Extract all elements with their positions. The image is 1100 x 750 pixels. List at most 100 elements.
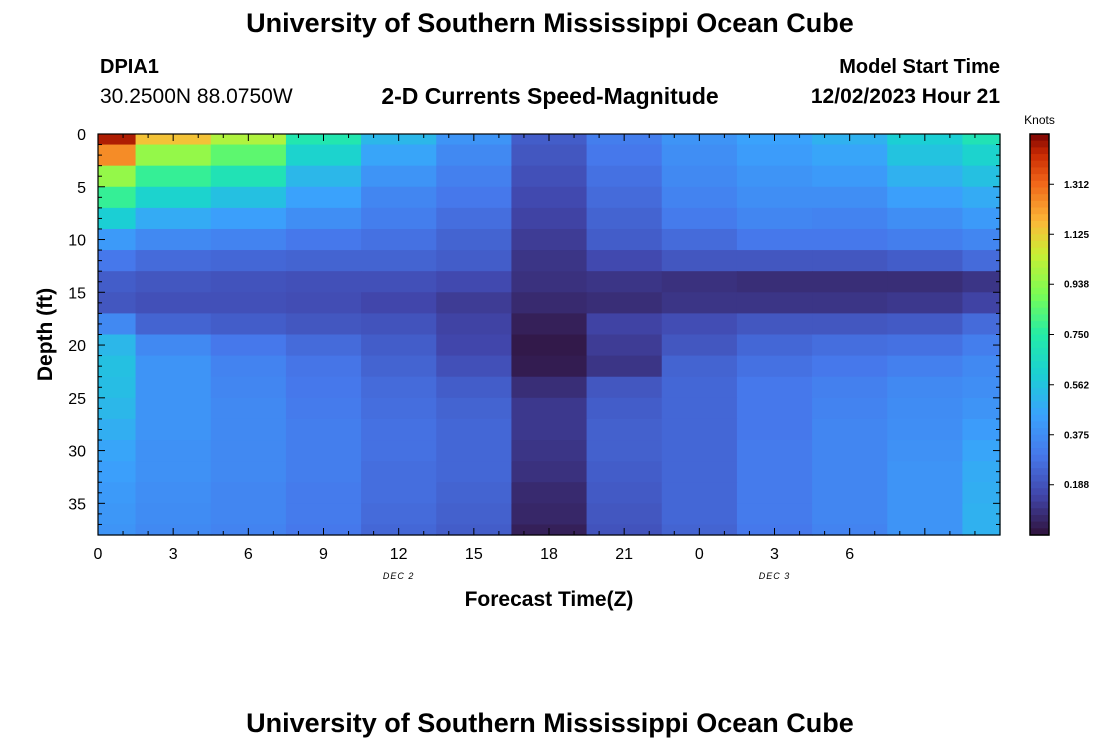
heatmap-cell bbox=[135, 207, 212, 230]
heatmap-cell bbox=[586, 376, 663, 399]
heatmap-cell bbox=[210, 334, 287, 357]
heatmap-cell bbox=[812, 397, 888, 420]
heatmap-cell bbox=[661, 461, 738, 483]
colorbar-label: Knots bbox=[1024, 113, 1055, 127]
colorbar-segment bbox=[1030, 474, 1049, 483]
heatmap-cell bbox=[887, 144, 964, 167]
heatmap-cell bbox=[361, 418, 437, 441]
station-id: DPIA1 bbox=[100, 56, 159, 78]
colorbar-segment bbox=[1030, 521, 1049, 529]
heatmap-cell bbox=[361, 482, 437, 504]
heatmap-cell bbox=[887, 313, 964, 336]
heatmap-cell bbox=[511, 440, 588, 462]
heatmap-cell bbox=[98, 397, 137, 420]
heatmap-cell bbox=[812, 482, 888, 504]
heatmap-cell bbox=[736, 250, 813, 272]
heatmap-cell bbox=[962, 186, 1001, 209]
heatmap-cell bbox=[887, 461, 964, 483]
x-tick-label: 3 bbox=[169, 546, 178, 563]
colorbar-segment bbox=[1030, 274, 1049, 282]
heatmap-cell bbox=[661, 313, 738, 336]
heatmap-cell bbox=[210, 250, 287, 272]
heatmap-cell bbox=[962, 503, 1001, 526]
heatmap-cell bbox=[210, 228, 287, 251]
colorbar-segment bbox=[1030, 374, 1049, 382]
colorbar-segment bbox=[1030, 501, 1049, 509]
heatmap-cell bbox=[361, 250, 437, 272]
colorbar-segment bbox=[1030, 494, 1049, 503]
heatmap-cell bbox=[736, 313, 813, 336]
heatmap-cell bbox=[962, 397, 1001, 420]
heatmap-cell bbox=[361, 228, 437, 251]
heatmap-cell bbox=[661, 144, 738, 167]
heatmap-cell bbox=[511, 271, 588, 293]
colorbar-segment bbox=[1030, 381, 1049, 389]
y-tick-label: 5 bbox=[77, 180, 86, 197]
colorbar-tick-label: 1.312 bbox=[1064, 180, 1089, 191]
x-tick-label: 12 bbox=[390, 546, 408, 563]
heatmap-cell bbox=[285, 313, 362, 336]
heatmap-cell bbox=[361, 376, 437, 399]
heatmap-cell bbox=[887, 376, 964, 399]
heatmap-cell bbox=[586, 144, 663, 167]
heatmap-cell bbox=[586, 355, 663, 378]
heatmap-cell bbox=[436, 355, 513, 378]
heatmap-cell bbox=[98, 503, 137, 526]
heatmap-cell bbox=[285, 418, 362, 441]
heatmap-cell bbox=[962, 524, 1001, 536]
x-tick-label: 0 bbox=[695, 546, 704, 563]
heatmap-cell bbox=[436, 250, 513, 272]
heatmap-cell bbox=[962, 292, 1001, 314]
colorbar-segment bbox=[1030, 394, 1049, 402]
heatmap-cell bbox=[285, 186, 362, 209]
colorbar-segment bbox=[1030, 200, 1049, 209]
chart-subtitle: 2-D Currents Speed-Magnitude bbox=[381, 83, 719, 109]
heatmap-cell bbox=[98, 292, 137, 314]
heatmap-cell bbox=[962, 482, 1001, 504]
colorbar-segment bbox=[1030, 180, 1049, 189]
model-start-label: Model Start Time bbox=[839, 56, 1000, 78]
heatmap-cell bbox=[285, 271, 362, 293]
x-tick-label: 6 bbox=[845, 546, 854, 563]
heatmap-cell bbox=[285, 482, 362, 504]
heatmap-cell bbox=[661, 186, 738, 209]
heatmap-cell bbox=[210, 355, 287, 378]
heatmap-cell bbox=[661, 207, 738, 230]
colorbar-segment bbox=[1030, 194, 1049, 202]
colorbar-tick-label: 0.750 bbox=[1064, 330, 1089, 341]
x-tick-label: 6 bbox=[244, 546, 253, 563]
page-title: University of Southern Mississippi Ocean… bbox=[246, 8, 854, 38]
colorbar-segment bbox=[1030, 240, 1049, 249]
heatmap-cell bbox=[436, 313, 513, 336]
heatmap-cell bbox=[135, 228, 212, 251]
heatmap-cell bbox=[586, 334, 663, 357]
heatmap-cell bbox=[962, 134, 1001, 146]
heatmap-cell bbox=[887, 186, 964, 209]
x-tick-label: 3 bbox=[770, 546, 779, 563]
colorbar-segment bbox=[1030, 167, 1049, 175]
heatmap-cell bbox=[736, 418, 813, 441]
heatmap-cell bbox=[98, 313, 137, 336]
heatmap-cell bbox=[586, 250, 663, 272]
colorbar-tick-label: 0.562 bbox=[1064, 380, 1089, 391]
colorbar-segment bbox=[1030, 361, 1049, 369]
heatmap-cell bbox=[962, 228, 1001, 251]
heatmap-cell bbox=[661, 334, 738, 357]
heatmap-cell bbox=[887, 397, 964, 420]
heatmap-cell bbox=[812, 250, 888, 272]
heatmap-cell bbox=[511, 334, 588, 357]
heatmap-cell bbox=[436, 418, 513, 441]
colorbar-segment bbox=[1030, 341, 1049, 349]
colorbar-segment bbox=[1030, 301, 1049, 309]
colorbar-segment bbox=[1030, 347, 1049, 356]
heatmap-cell bbox=[98, 144, 137, 167]
heatmap-cell bbox=[812, 461, 888, 483]
y-axis-label: Depth (ft) bbox=[34, 288, 57, 381]
heatmap-cell bbox=[436, 503, 513, 526]
heatmap-cell bbox=[812, 313, 888, 336]
footer-title: University of Southern Mississippi Ocean… bbox=[246, 708, 854, 738]
y-tick-label: 0 bbox=[77, 127, 86, 144]
heatmap-cell bbox=[98, 355, 137, 378]
heatmap-cell bbox=[511, 376, 588, 399]
colorbar-tick-label: 0.375 bbox=[1064, 430, 1089, 441]
